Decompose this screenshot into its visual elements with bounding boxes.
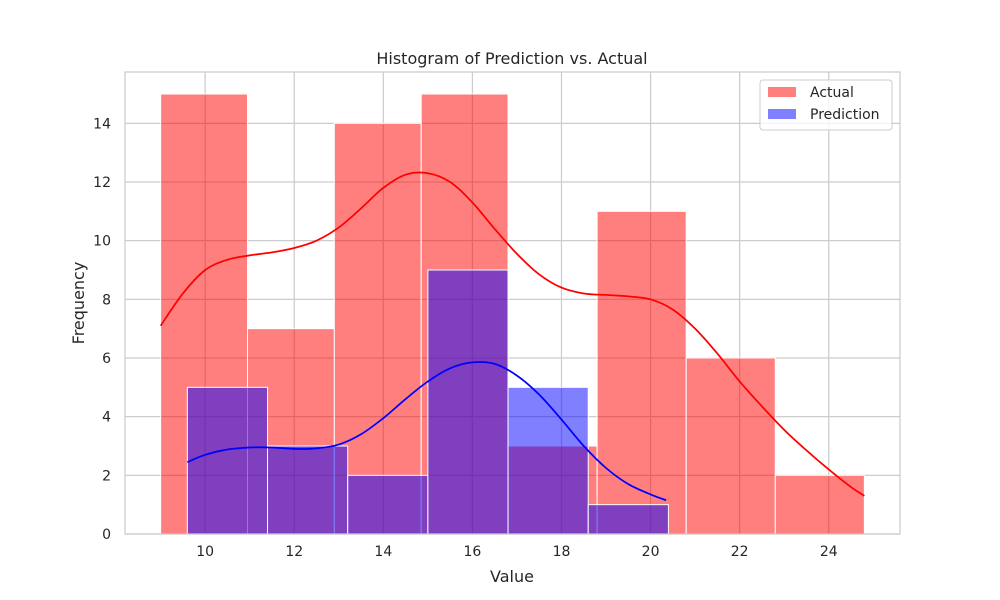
- plot-area-frame: [124, 71, 901, 535]
- y-tick-label: 6: [102, 351, 111, 367]
- histogram-bar-prediction: [267, 445, 349, 535]
- legend-label-prediction: Prediction: [810, 107, 880, 123]
- chart-title: Histogram of Prediction vs. Actual: [376, 49, 647, 68]
- histogram-bar-actual: [774, 474, 865, 535]
- y-axis-label: Frequency: [69, 262, 88, 345]
- kde-line-prediction: [187, 361, 667, 502]
- x-tick-label: 14: [374, 544, 392, 560]
- x-axis-ticks: 10 12 14 16 18 20 22 24: [196, 544, 837, 560]
- x-tick-label: 16: [463, 544, 481, 560]
- x-axis-label: Value: [490, 567, 534, 586]
- histogram-bar-actual: [596, 210, 687, 535]
- legend: Actual Prediction: [759, 79, 893, 131]
- y-tick-label: 12: [93, 175, 111, 191]
- legend-swatch-prediction: [768, 109, 796, 119]
- histogram-bar-prediction: [427, 269, 509, 535]
- x-tick-label: 20: [642, 544, 660, 560]
- y-tick-label: 14: [93, 116, 111, 132]
- histogram-bar-prediction: [347, 474, 429, 535]
- histogram-bar-prediction: [186, 386, 269, 535]
- x-tick-label: 22: [731, 544, 749, 560]
- y-tick-label: 4: [102, 410, 111, 426]
- histogram-bar-prediction: [507, 386, 589, 535]
- x-tick-label: 18: [553, 544, 571, 560]
- y-tick-label: 0: [102, 527, 111, 543]
- y-tick-label: 2: [102, 468, 111, 484]
- x-tick-label: 24: [820, 544, 838, 560]
- legend-label-actual: Actual: [810, 85, 854, 101]
- legend-swatch-actual: [768, 87, 796, 97]
- histogram-bar-prediction: [587, 504, 669, 535]
- x-tick-label: 10: [196, 544, 214, 560]
- kde-curves: [159, 171, 865, 502]
- prediction-bars: [186, 269, 669, 535]
- y-axis-ticks: 0 2 4 6 8 10 12 14: [93, 116, 111, 543]
- y-tick-label: 10: [93, 234, 111, 250]
- x-tick-label: 12: [285, 544, 303, 560]
- y-tick-label: 8: [102, 292, 111, 308]
- histogram-bar-actual: [685, 357, 776, 535]
- kde-line-actual: [159, 171, 865, 497]
